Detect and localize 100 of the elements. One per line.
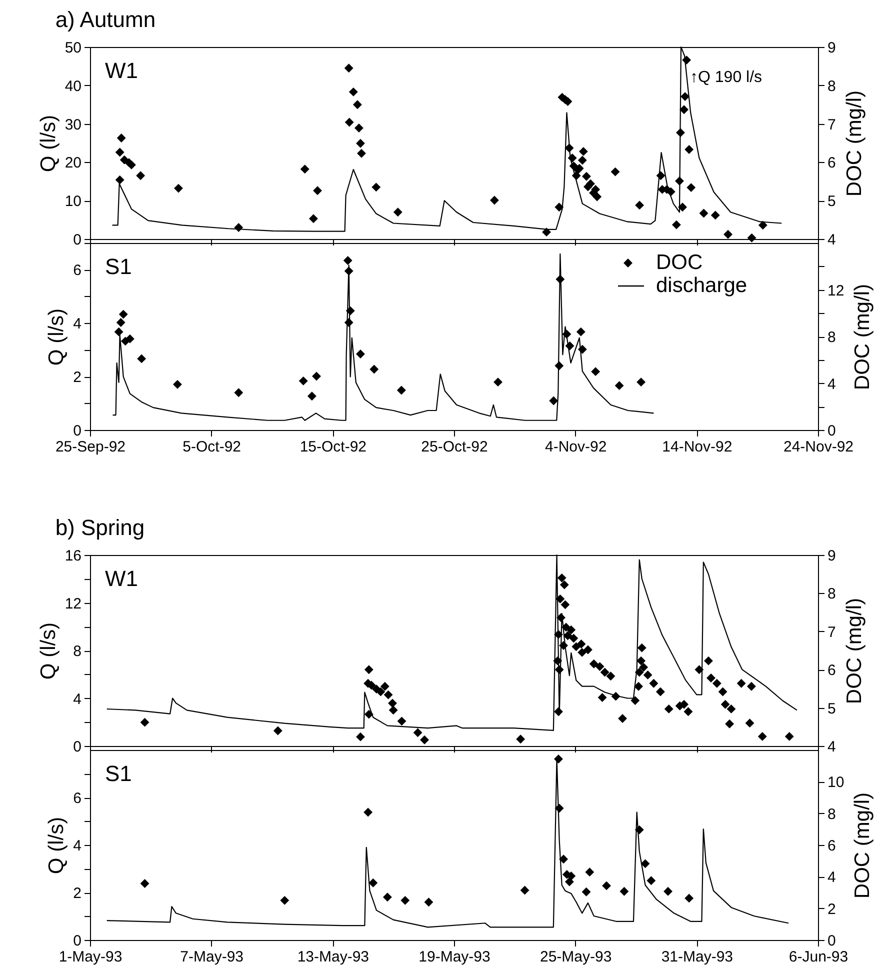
- point: [114, 327, 124, 336]
- y-tick-label: 40: [64, 78, 82, 95]
- point: [640, 859, 650, 868]
- point: [559, 854, 568, 864]
- y-tick-label: 2: [73, 885, 82, 902]
- y-tick-label: 0: [73, 932, 82, 950]
- point: [520, 886, 530, 895]
- y2-axis-title: DOC (mg/l): [851, 284, 874, 390]
- y-axis-title: Q (l/s): [45, 816, 68, 874]
- point: [564, 877, 574, 886]
- annotation: W1: [105, 566, 138, 591]
- y2-tick-label: 8: [828, 806, 836, 823]
- legend-label: discharge: [656, 274, 748, 297]
- point: [396, 386, 406, 395]
- x-tick-label: 25-May-93: [540, 948, 612, 966]
- y-tick-label: 30: [64, 116, 82, 134]
- point: [578, 344, 587, 354]
- point: [307, 392, 316, 401]
- y-tick-label: 50: [64, 40, 82, 56]
- point: [343, 256, 352, 266]
- y2-tick-label: 10: [828, 774, 844, 792]
- point: [116, 318, 126, 327]
- point: [424, 898, 434, 907]
- y-tick-label: 2: [73, 369, 82, 386]
- x-tick-label: 19-May-93: [418, 948, 490, 966]
- y-tick-label: 0: [73, 232, 82, 248]
- point: [582, 887, 591, 896]
- y2-tick-label: 4: [828, 869, 836, 886]
- y-tick-label: 20: [64, 154, 82, 172]
- point: [556, 274, 565, 284]
- chart-title: a) Autumn: [55, 7, 156, 32]
- annotation: S1: [105, 761, 132, 786]
- point: [382, 892, 392, 902]
- point: [664, 886, 672, 896]
- point: [364, 808, 373, 817]
- y2-tick-label: 6: [828, 662, 836, 680]
- x-tick-label: 25-Sep-92: [55, 438, 126, 456]
- y-tick-label: 8: [73, 643, 82, 660]
- y2-tick-label: 6: [828, 838, 836, 854]
- legend-label: DOC: [656, 251, 703, 274]
- point: [562, 330, 572, 339]
- y2-tick-label: 7: [828, 116, 836, 134]
- point: [614, 381, 624, 390]
- point: [344, 318, 354, 327]
- chart-title: b) Spring: [55, 515, 145, 540]
- y-tick-label: 6: [73, 262, 82, 280]
- y2-axis-title: DOC (mg/l): [842, 90, 866, 197]
- point: [646, 876, 656, 886]
- x-tick-label: 24-Nov-92: [783, 438, 854, 456]
- point: [298, 376, 308, 386]
- point: [585, 868, 594, 877]
- y2-tick-label: 8: [828, 586, 836, 603]
- y2-tick-label: 12: [828, 282, 844, 300]
- y2-tick-label: 8: [828, 78, 836, 95]
- annotation: ↑Q 190 l/s: [690, 69, 762, 86]
- point: [684, 894, 694, 903]
- y-tick-label: 16: [64, 548, 82, 564]
- point: [312, 372, 321, 381]
- x-tick-label: 15-Oct-92: [300, 438, 367, 456]
- x-tick-label: 25-Oct-92: [421, 438, 488, 456]
- point: [140, 879, 150, 888]
- x-tick-label: 13-May-93: [297, 948, 370, 966]
- point: [620, 886, 629, 896]
- x-tick-label: 4-Nov-92: [544, 438, 607, 456]
- y2-tick-label: 2: [828, 900, 836, 918]
- point: [591, 367, 600, 376]
- y-tick-label: 6: [73, 790, 82, 807]
- y2-tick-label: 4: [828, 232, 836, 248]
- y2-axis-title: DOC (mg/l): [842, 598, 866, 704]
- point: [368, 878, 378, 888]
- point: [554, 804, 564, 813]
- y-tick-label: 12: [64, 595, 82, 612]
- point: [125, 334, 134, 344]
- point: [549, 396, 558, 406]
- y2-tick-label: 5: [828, 193, 836, 210]
- y-axis-title: Q (l/s): [36, 622, 60, 680]
- y2-tick-label: 7: [828, 624, 836, 641]
- point: [554, 754, 563, 764]
- point: [346, 306, 355, 316]
- y-tick-label: 10: [64, 193, 82, 210]
- x-tick-label: 14-Nov-92: [662, 438, 732, 456]
- y-tick-label: 0: [73, 422, 82, 440]
- y2-tick-label: 8: [828, 329, 836, 346]
- point: [280, 896, 290, 905]
- y2-tick-label: 0: [828, 422, 836, 440]
- y2-axis-title: DOC (mg/l): [851, 792, 874, 899]
- y-axis-title: Q (l/s): [36, 114, 60, 172]
- y2-tick-label: 0: [828, 932, 836, 950]
- annotation: S1: [105, 254, 132, 279]
- x-tick-label: 6-Jun-93: [788, 948, 848, 966]
- point: [634, 825, 644, 834]
- y2-tick-label: 9: [828, 40, 836, 56]
- point: [370, 364, 379, 374]
- point: [356, 350, 365, 359]
- y2-tick-label: 4: [828, 376, 836, 393]
- x-tick-label: 5-Oct-92: [182, 438, 242, 456]
- annotation: W1: [105, 58, 138, 83]
- point: [118, 310, 128, 319]
- point: [400, 896, 410, 905]
- y-tick-label: 4: [73, 838, 82, 854]
